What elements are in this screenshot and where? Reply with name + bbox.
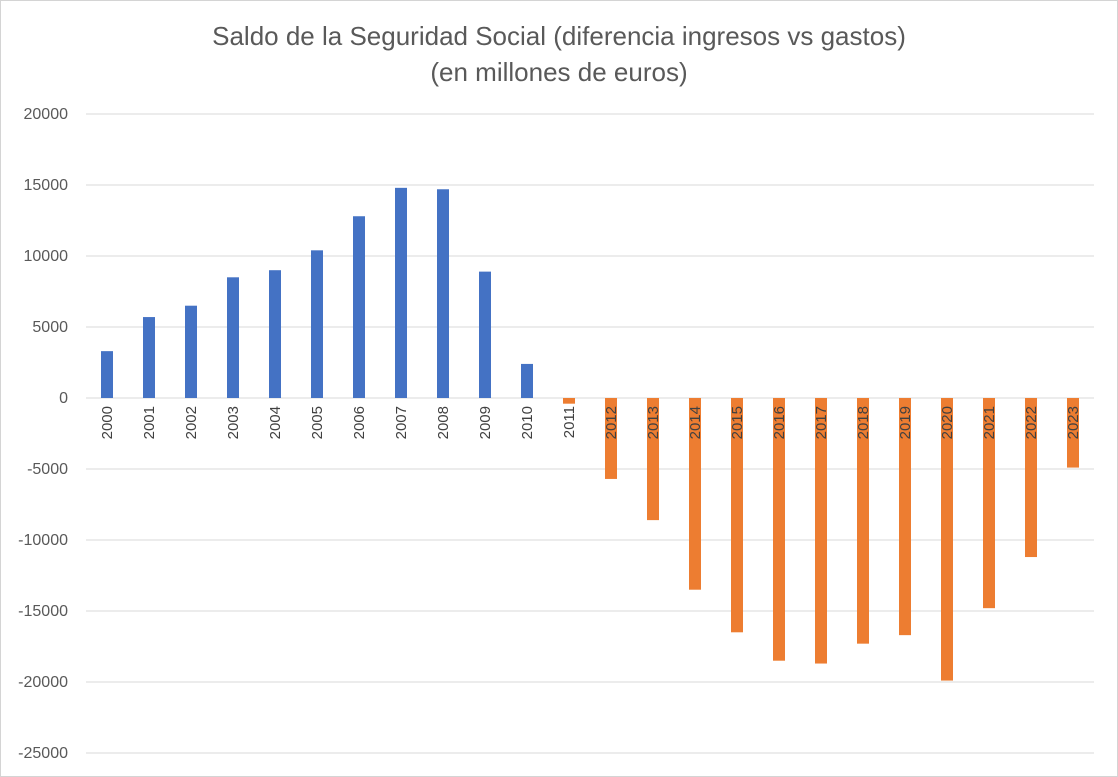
bars [101, 187, 1079, 681]
chart-subtitle: (en millones de euros) [430, 57, 688, 87]
y-tick-label: -20000 [18, 674, 68, 691]
bar-2001 [143, 317, 155, 398]
x-tick-label: 2013 [645, 406, 662, 439]
x-tick-label: 2005 [309, 406, 326, 439]
x-tick-label: 2015 [729, 406, 746, 439]
x-tick-label: 2012 [603, 406, 620, 439]
bar-2005 [311, 250, 323, 398]
bar-2009 [479, 271, 491, 398]
x-tick-label: 2023 [1065, 406, 1082, 439]
y-tick-label: 10000 [24, 248, 69, 265]
gridlines [86, 113, 1094, 754]
bar-2008 [437, 189, 449, 398]
bar-2006 [353, 216, 365, 398]
y-tick-label: 5000 [32, 319, 68, 336]
bar-2015 [731, 398, 743, 633]
y-tick-label: 0 [59, 390, 68, 407]
x-tick-label: 2018 [855, 406, 872, 439]
x-tick-label: 2016 [771, 406, 788, 439]
y-tick-label: 20000 [24, 106, 69, 123]
bar-2023 [1067, 398, 1079, 468]
x-tick-label: 2014 [687, 406, 704, 439]
bar-2013 [647, 398, 659, 521]
x-tick-label: 2001 [141, 406, 158, 439]
x-tick-label: 2021 [981, 406, 998, 439]
x-tick-label: 2010 [519, 406, 536, 439]
bar-2020 [941, 398, 953, 681]
chart-title: Saldo de la Seguridad Social (diferencia… [212, 21, 906, 51]
bar-2016 [773, 398, 785, 661]
x-tick-label: 2017 [813, 406, 830, 439]
x-tick-label: 2004 [267, 406, 284, 439]
y-tick-label: 15000 [24, 177, 69, 194]
bar-2000 [101, 351, 113, 398]
x-tick-label: 2008 [435, 406, 452, 439]
x-tick-label: 2019 [897, 406, 914, 439]
y-tick-label: -10000 [18, 532, 68, 549]
x-axis-ticks: 2000 2001 2002 2003 2004 2005 2006 2007 2008 2009… [99, 406, 1082, 439]
bar-2014 [689, 398, 701, 590]
x-tick-label: 2003 [225, 406, 242, 439]
bar-2011 [563, 398, 575, 404]
bar-2007 [395, 187, 407, 398]
x-tick-label: 2011 [561, 406, 578, 438]
bar-2010 [521, 363, 533, 398]
y-tick-label: -25000 [18, 745, 68, 762]
bar-2004 [269, 270, 281, 398]
bar-2003 [227, 277, 239, 398]
bar-2021 [983, 398, 995, 609]
bar-2022 [1025, 398, 1037, 558]
x-tick-label: 2007 [393, 406, 410, 439]
bar-2019 [899, 398, 911, 636]
bar-2012 [605, 398, 617, 479]
y-tick-label: -15000 [18, 603, 68, 620]
x-tick-label: 2009 [477, 406, 494, 439]
x-tick-label: 2006 [351, 406, 368, 439]
x-tick-label: 2000 [99, 406, 116, 439]
bar-2018 [857, 398, 869, 644]
x-tick-label: 2022 [1023, 406, 1040, 439]
x-tick-label: 2002 [183, 406, 200, 439]
x-tick-label: 2020 [939, 406, 956, 439]
y-axis-ticks: -25000 -20000 -15000 -10000 -5000 0 5000 10000 1… [18, 106, 68, 762]
y-tick-label: -5000 [27, 461, 68, 478]
bar-2002 [185, 305, 197, 398]
bar-2017 [815, 398, 827, 664]
